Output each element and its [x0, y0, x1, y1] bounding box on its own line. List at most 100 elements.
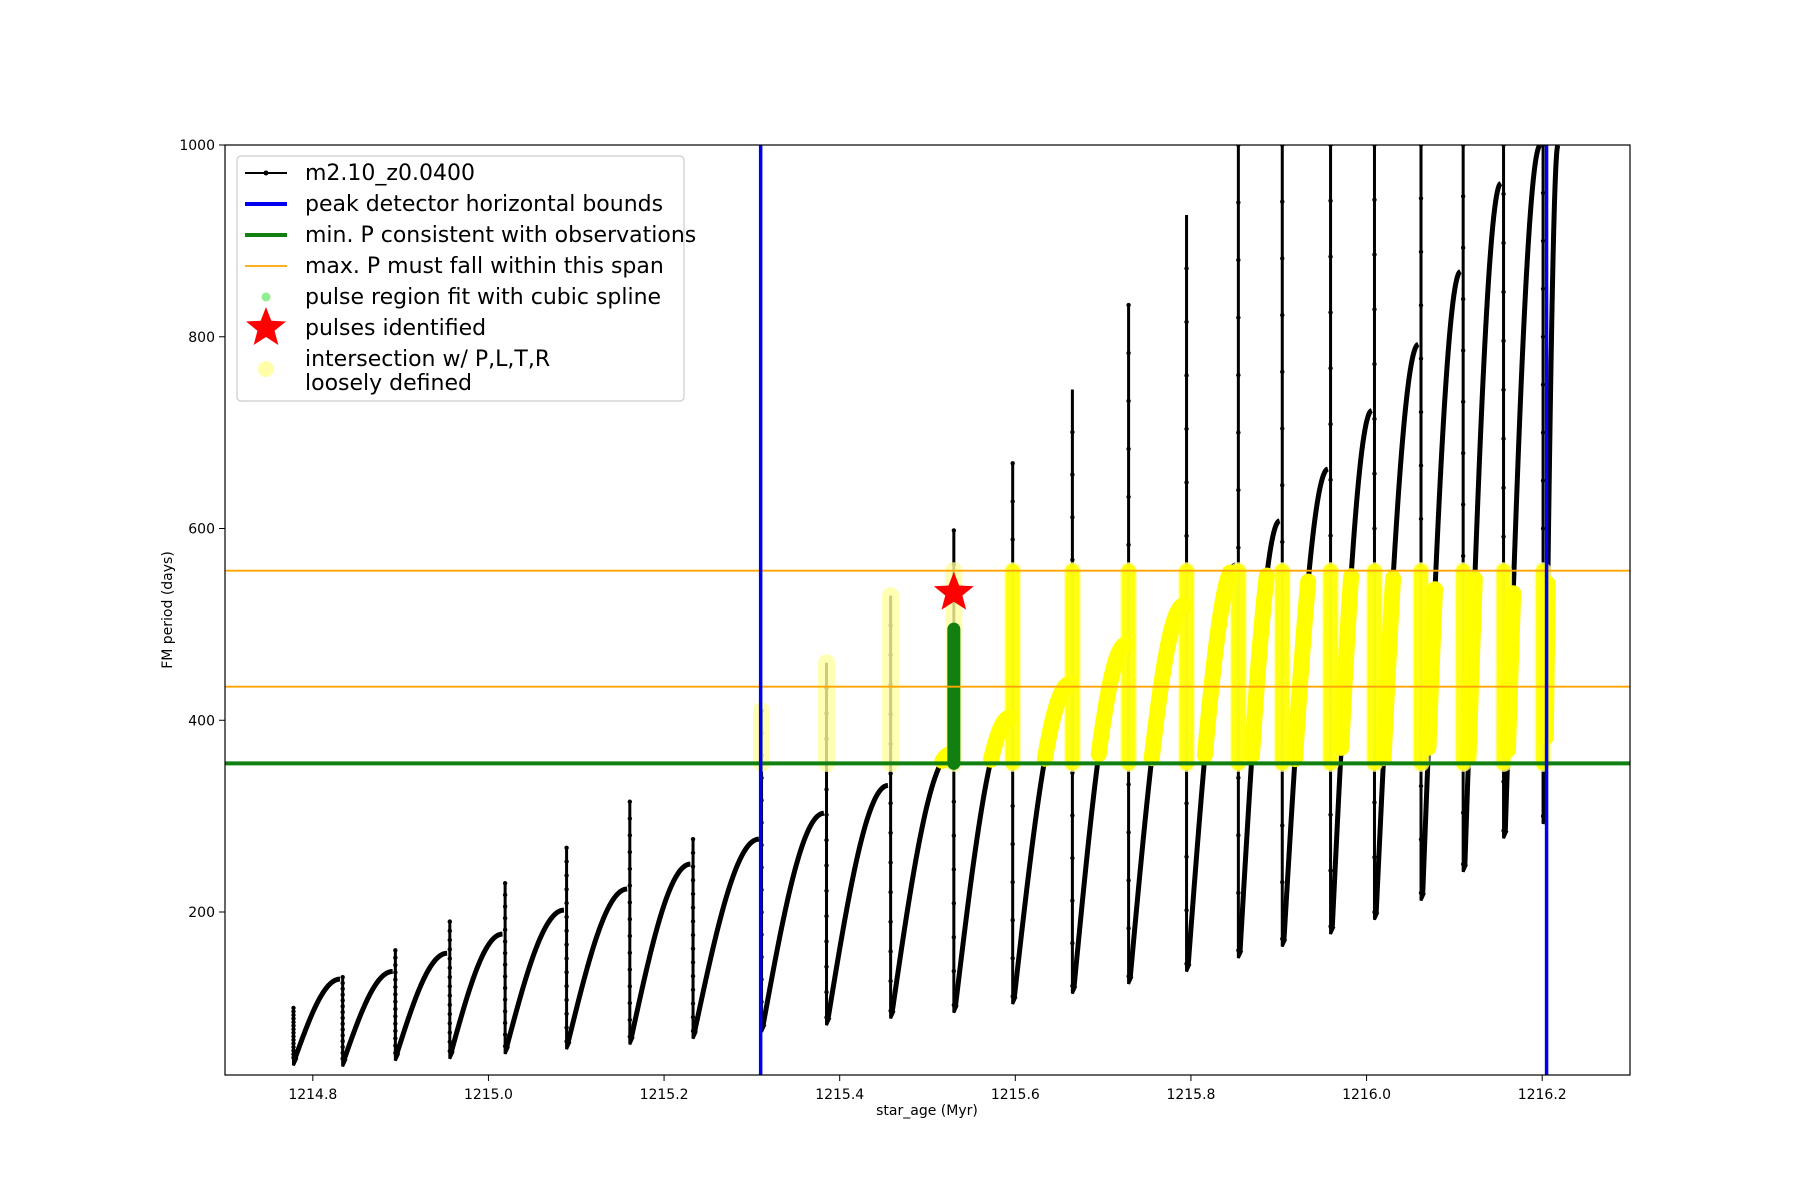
track-point [1540, 813, 1546, 819]
track-point [564, 887, 569, 892]
track-point [340, 986, 345, 992]
track-point [690, 960, 696, 965]
track-point [951, 867, 957, 872]
track-point [447, 984, 452, 989]
track-point [393, 984, 398, 990]
track-point [291, 1027, 296, 1032]
track-point [291, 1019, 296, 1025]
track-point [690, 1028, 696, 1034]
track-point [393, 1036, 398, 1041]
track-point [690, 878, 696, 883]
track-point [888, 771, 893, 776]
legend-label: min. P consistent with observations [305, 223, 696, 248]
track-point [447, 993, 452, 998]
axes-frame [224, 144, 1631, 1076]
track-point [1126, 542, 1131, 547]
track-point [690, 932, 696, 938]
track-point [1418, 783, 1424, 789]
track-point [1418, 249, 1424, 255]
track-point [1236, 775, 1241, 780]
pulse-star [933, 571, 974, 610]
track-cycle-18 [1329, 408, 1374, 927]
track-point [1070, 472, 1075, 477]
track-point [824, 939, 829, 944]
track-spike-22 [1502, 145, 1509, 839]
track-point [502, 892, 508, 898]
track-point [1501, 534, 1506, 539]
track-point [1540, 190, 1546, 196]
track-point [1280, 312, 1285, 318]
track-spike-dots-2 [393, 948, 398, 1056]
track-point [1540, 430, 1546, 435]
track-point [1184, 801, 1189, 806]
track-spike-dots-1 [340, 975, 345, 1061]
track-point [1501, 779, 1506, 784]
intersection-curve-13 [1090, 636, 1134, 763]
track-point [888, 830, 893, 836]
track-point [340, 1015, 345, 1021]
track-point [340, 1044, 345, 1050]
track-point [824, 989, 829, 995]
track-spike-18 [1329, 145, 1336, 935]
track-point [291, 1005, 296, 1011]
track-point [824, 787, 829, 792]
track-point [1501, 485, 1506, 490]
x-tick-label: 1215.8 [1166, 1087, 1215, 1103]
track-point [1280, 426, 1285, 431]
track-cycle-1 [342, 968, 395, 1060]
track-point [627, 849, 633, 855]
track-point [1460, 502, 1466, 507]
track-point [1070, 983, 1075, 989]
track-point [627, 967, 633, 972]
track-point [393, 977, 398, 982]
track-point [291, 1016, 296, 1021]
track-point [564, 873, 569, 878]
track-point [447, 1030, 452, 1035]
track-point [291, 1034, 296, 1039]
track-point [291, 1055, 296, 1060]
track-point [1236, 257, 1241, 263]
track-point [627, 900, 633, 905]
track-point [627, 833, 633, 838]
track-point [1328, 198, 1333, 204]
track-point [564, 1025, 569, 1030]
track-point [888, 978, 893, 984]
track-point [1070, 898, 1075, 903]
legend-label: pulse region fit with cubic spline [305, 285, 661, 310]
track-point [1070, 515, 1075, 520]
track-point [340, 992, 345, 997]
track-point [340, 1009, 345, 1015]
track-point [1372, 197, 1377, 202]
track-point [447, 1002, 452, 1007]
track-point [690, 919, 696, 924]
track-point [502, 927, 508, 933]
track-point [627, 1000, 633, 1006]
track-point [888, 949, 893, 954]
track-point [1126, 782, 1131, 787]
track-point [888, 919, 893, 924]
track-point [447, 947, 452, 952]
track-spike-dots-5 [564, 845, 569, 1044]
track-point [1328, 310, 1333, 315]
track-point [502, 1020, 508, 1026]
x-tick-label: 1215.2 [640, 1087, 689, 1103]
track-spike-21 [1461, 145, 1469, 873]
track-point [1372, 471, 1377, 476]
track-point [447, 1021, 452, 1026]
track-point [340, 998, 345, 1003]
y-tick-label: 400 [188, 713, 215, 729]
track-point [1418, 890, 1424, 896]
legend-label: intersection w/ P,L,T,R [305, 347, 550, 372]
track-point [1070, 429, 1075, 435]
track-point [447, 928, 452, 934]
track-point [1328, 533, 1333, 538]
track-point [1126, 494, 1131, 500]
track-point [564, 1011, 569, 1016]
track-spike-dots-0 [291, 1005, 296, 1060]
track-point [1540, 286, 1546, 292]
track-point [951, 799, 957, 804]
track-point [1280, 199, 1285, 204]
track-point [1418, 196, 1424, 201]
